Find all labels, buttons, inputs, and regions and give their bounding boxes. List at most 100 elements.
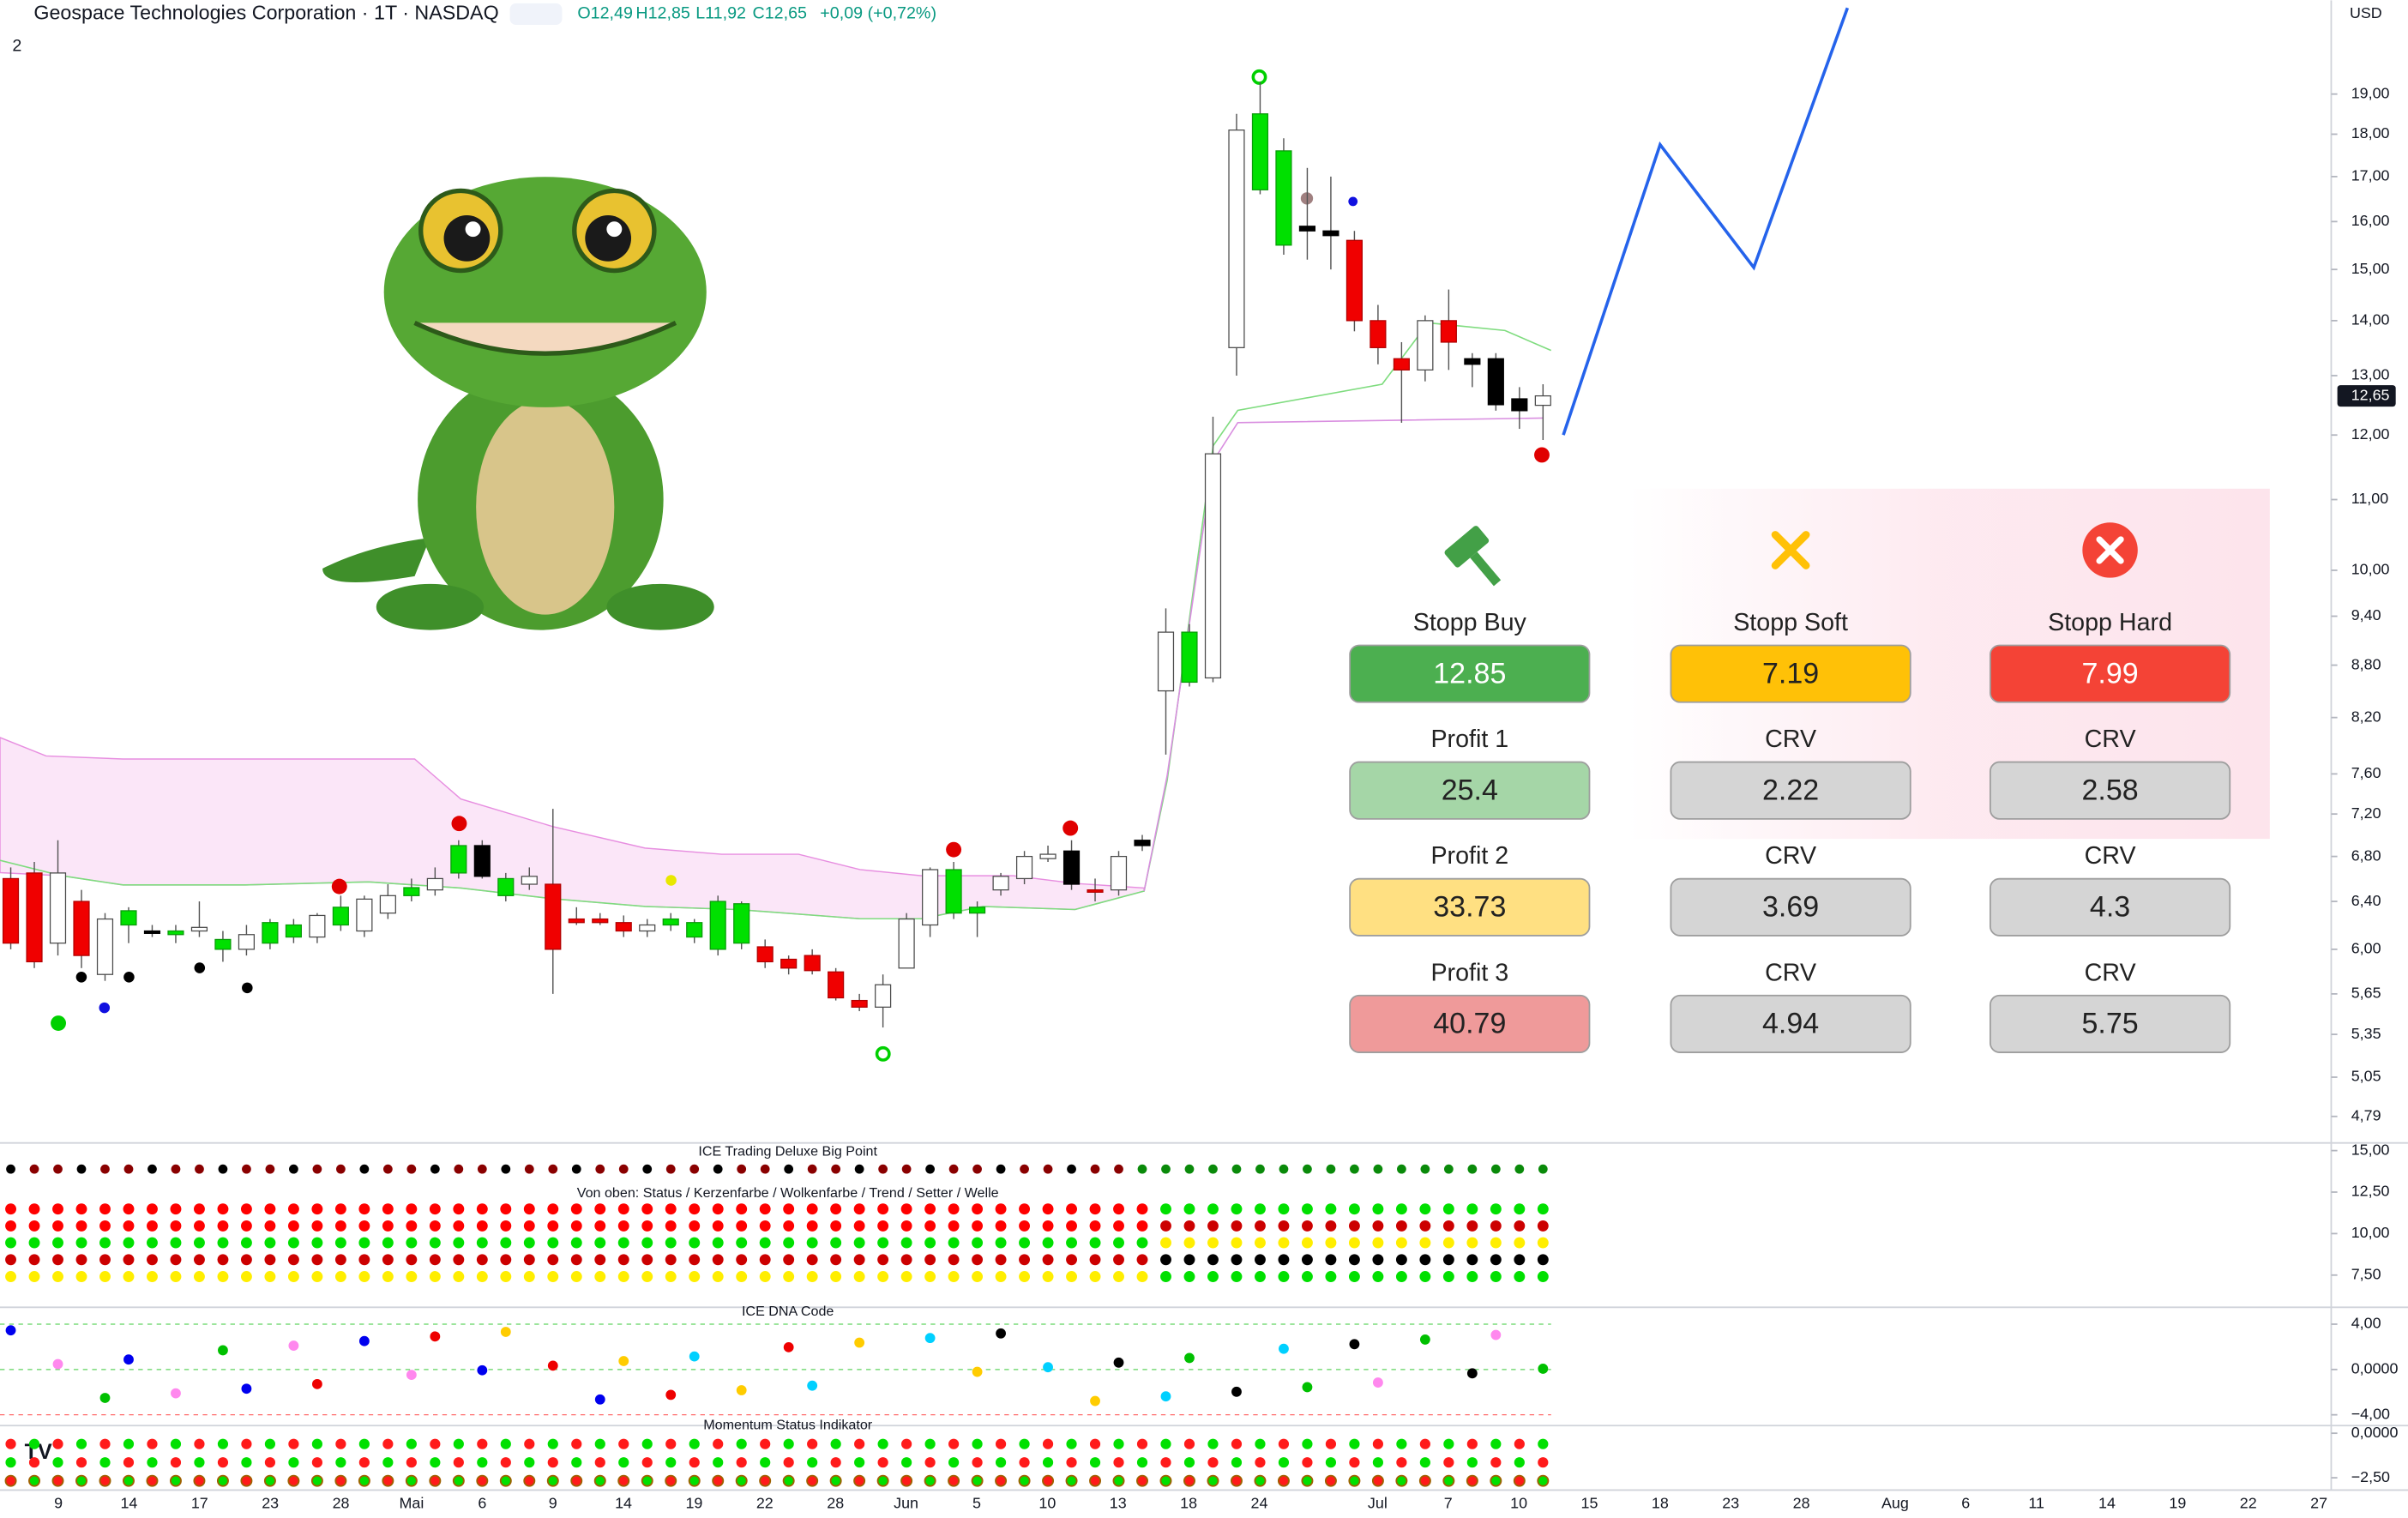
state-dot xyxy=(1514,1164,1525,1174)
state-dot xyxy=(736,1237,748,1249)
state-dot xyxy=(500,1220,512,1232)
state-dot xyxy=(28,1203,40,1215)
state-dot xyxy=(736,1220,748,1232)
candle-body xyxy=(26,872,43,963)
momentum-dot xyxy=(1183,1457,1195,1468)
momentum-dot xyxy=(594,1438,605,1449)
state-dot xyxy=(500,1271,512,1282)
dna-dot xyxy=(1538,1364,1549,1374)
momentum-dot xyxy=(1207,1457,1219,1468)
momentum-dot xyxy=(1160,1457,1171,1468)
pane-toggle[interactable]: 2 xyxy=(12,36,21,55)
state-dot xyxy=(1042,1254,1054,1266)
state-dot xyxy=(570,1220,582,1232)
dna-dot xyxy=(807,1380,818,1391)
momentum-dot xyxy=(382,1474,394,1487)
state-dot xyxy=(996,1164,1006,1174)
momentum-dot xyxy=(782,1474,795,1487)
candle-body xyxy=(1322,230,1339,237)
candle-body xyxy=(875,984,892,1008)
state-dot xyxy=(287,1271,299,1282)
momentum-dot xyxy=(594,1457,605,1468)
x-tick-label: 19 xyxy=(685,1494,702,1511)
candle-body xyxy=(497,877,515,896)
momentum-dot xyxy=(1349,1457,1360,1468)
stop-box-value: 12.85 xyxy=(1433,657,1506,690)
state-dot xyxy=(264,1254,276,1266)
state-dot xyxy=(194,1254,205,1266)
state-dot xyxy=(1231,1220,1243,1232)
toggle[interactable] xyxy=(509,3,563,25)
state-dot xyxy=(358,1237,370,1249)
state-dot xyxy=(406,1254,418,1266)
dna-dot xyxy=(1231,1386,1242,1397)
currency[interactable]: USD xyxy=(2350,4,2382,21)
momentum-dot xyxy=(288,1457,299,1468)
momentum-dot xyxy=(477,1438,488,1449)
state-dot xyxy=(171,1164,181,1174)
state-dot xyxy=(900,1203,912,1215)
state-dot xyxy=(900,1271,912,1282)
state-dot xyxy=(264,1220,276,1232)
momentum-dot xyxy=(1490,1438,1502,1449)
state-dot xyxy=(900,1237,912,1249)
state-dot xyxy=(311,1271,323,1282)
state-dot xyxy=(972,1271,984,1282)
state-dot xyxy=(1019,1254,1031,1266)
y-tick-label: 7,60 xyxy=(2351,764,2381,781)
state-dot xyxy=(99,1271,111,1282)
momentum-dot xyxy=(75,1457,87,1468)
state-dot xyxy=(1395,1237,1407,1249)
state-dot xyxy=(334,1237,346,1249)
state-dot xyxy=(1301,1271,1313,1282)
momentum-dot xyxy=(169,1474,182,1487)
state-dot xyxy=(1066,1237,1077,1249)
state-dot xyxy=(240,1254,252,1266)
mascot-foot xyxy=(376,583,485,630)
state-dot xyxy=(287,1220,299,1232)
state-dot xyxy=(1042,1203,1054,1215)
stop-title: Stopp Soft xyxy=(1733,609,1848,636)
state-dot xyxy=(784,1164,794,1174)
mascot-glint xyxy=(465,221,481,238)
state-dot xyxy=(995,1203,1007,1215)
state-dot xyxy=(334,1220,346,1232)
state-dot xyxy=(1066,1271,1077,1282)
icon-part xyxy=(2096,536,2124,564)
momentum-dot xyxy=(1066,1438,1077,1449)
x-tick-label: 27 xyxy=(2310,1494,2327,1511)
momentum-dot xyxy=(1301,1474,1314,1487)
candle-body xyxy=(356,898,373,932)
state-dot xyxy=(406,1237,418,1249)
momentum-dot xyxy=(876,1474,889,1487)
crv-box-value: 4.94 xyxy=(1762,1008,1819,1040)
momentum-dot xyxy=(1207,1438,1219,1449)
dna-dot xyxy=(1043,1362,1053,1373)
state-dot xyxy=(1372,1203,1384,1215)
candle-body xyxy=(756,946,774,963)
momentum-dot xyxy=(1302,1438,1313,1449)
momentum-dot xyxy=(1160,1438,1171,1449)
momentum-dot xyxy=(901,1438,912,1449)
y-tick-label: 8,20 xyxy=(2351,708,2381,725)
state-dot xyxy=(406,1220,418,1232)
momentum-dot xyxy=(1325,1438,1337,1449)
state-dot xyxy=(1325,1203,1337,1215)
dna-dot xyxy=(1184,1352,1195,1364)
momentum-dot xyxy=(713,1457,724,1468)
momentum-dot xyxy=(28,1474,41,1487)
state-dot xyxy=(665,1220,677,1232)
momentum-dot xyxy=(500,1457,511,1468)
momentum-dot xyxy=(1159,1474,1172,1487)
state-dot xyxy=(501,1164,511,1174)
state-dot xyxy=(1089,1237,1101,1249)
state-dot xyxy=(382,1220,394,1232)
state-dot xyxy=(830,1254,842,1266)
momentum-dot xyxy=(146,1474,159,1487)
momentum-dot xyxy=(807,1457,818,1468)
state-dot xyxy=(806,1254,818,1266)
state-dot xyxy=(287,1254,299,1266)
momentum-dot xyxy=(310,1474,323,1487)
candle-body xyxy=(780,958,798,969)
state-dot xyxy=(382,1237,394,1249)
